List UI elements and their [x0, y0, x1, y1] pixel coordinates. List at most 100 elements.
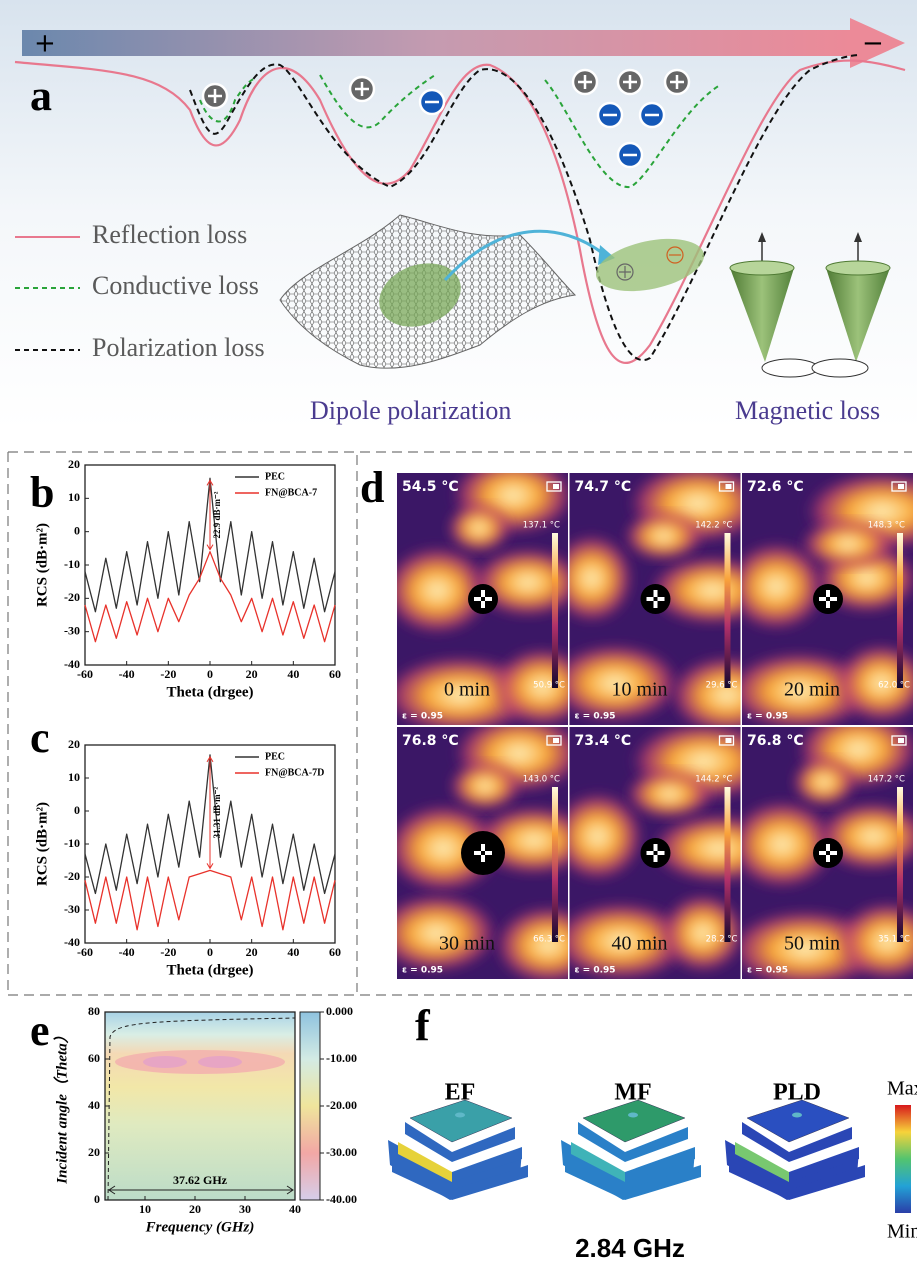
model-tier — [735, 1142, 789, 1182]
legend-samples — [15, 236, 80, 351]
frequency: 2.84 GHz — [575, 1233, 685, 1263]
panel-label: a — [30, 71, 52, 120]
heat-blob — [660, 893, 741, 974]
model-tier — [625, 1127, 688, 1162]
heat-blob — [792, 757, 857, 807]
colorbar-label: -40.00 — [326, 1192, 357, 1206]
heat-blob — [650, 813, 741, 884]
plus-sign: + — [34, 29, 56, 59]
spot-temperature: 72.6 °C — [747, 479, 804, 495]
legend-label: PEC — [265, 751, 285, 762]
y-tick-label: 0 — [74, 803, 80, 817]
panel-label: b — [30, 468, 54, 517]
emissivity: ε = 0.95 — [575, 712, 616, 722]
colorbar — [895, 1105, 911, 1213]
min-temperature: 62.0 °C — [878, 681, 910, 691]
panel-label: f — [415, 1001, 431, 1050]
model-top — [746, 1099, 850, 1143]
heat-blob — [835, 643, 913, 724]
model-tier — [789, 1147, 859, 1182]
y-tick-label: -40 — [64, 657, 80, 671]
x-tick-label: 60 — [329, 667, 341, 681]
crosshair-center — [826, 851, 830, 855]
battery-icon — [718, 735, 735, 746]
emissivity: ε = 0.95 — [402, 966, 443, 976]
charges — [201, 68, 691, 169]
temperature-bar — [897, 787, 903, 942]
contour-band — [143, 1056, 187, 1068]
battery-level — [898, 484, 904, 489]
temperature-bar — [724, 533, 731, 688]
reflection-curve — [14, 59, 906, 364]
separators — [7, 451, 912, 996]
battery-level — [553, 738, 559, 743]
legend-label: Reflection loss — [92, 220, 247, 249]
x-tick-label: 20 — [189, 1202, 201, 1216]
minus-sign: − — [862, 29, 884, 59]
heat-blob — [742, 541, 827, 632]
max-temperature: 144.2 °C — [695, 775, 732, 785]
heat-blob — [447, 503, 512, 553]
field-label: PLD — [773, 1080, 821, 1106]
x-tick-label: -60 — [77, 667, 93, 681]
x-axis-label: Theta (drgee) — [166, 684, 253, 700]
arrow-head — [850, 18, 905, 68]
max-temperature: 147.2 °C — [868, 775, 905, 785]
x-tick-label: 60 — [329, 945, 341, 959]
graphene-sheet — [279, 214, 705, 369]
crosshair-center — [481, 851, 485, 855]
span-arrow-heads — [108, 1185, 294, 1195]
min-temperature: 28.2 °C — [706, 935, 738, 945]
x-tick-label: 30 — [239, 1202, 251, 1216]
y-axis-label: RCS (dB·m²) — [34, 523, 50, 607]
annotation: 31.31 dB·m⁻² — [212, 787, 222, 839]
elapsed-time: 20 min — [784, 679, 840, 701]
crosshair-center — [481, 597, 485, 601]
model-tier — [742, 1122, 789, 1162]
series-line — [84, 869, 336, 931]
spot-temperature: 73.4 °C — [575, 733, 632, 749]
heat-blob — [668, 655, 741, 725]
y-tick-label: -10 — [64, 557, 80, 571]
y-tick-label: 20 — [88, 1145, 100, 1159]
model-tier — [789, 1127, 852, 1162]
model-tier — [571, 1142, 625, 1182]
difference-arrow-heads — [206, 755, 214, 870]
x-tick-label: 0 — [207, 945, 213, 959]
heat-blob — [569, 533, 634, 624]
temperature-bar — [724, 787, 731, 942]
heat-blob — [625, 769, 714, 819]
series-line — [84, 551, 336, 643]
model-tier — [578, 1122, 625, 1162]
battery-level — [725, 484, 732, 489]
colorbar — [299, 1011, 321, 1201]
legend-label: Polarization loss — [92, 333, 265, 362]
min-temperature: 29.6 °C — [706, 681, 738, 691]
x-tick-label: 10 — [139, 1202, 151, 1216]
panel-label: c — [30, 713, 50, 762]
polarization-curve — [189, 54, 861, 361]
temperature-bar — [552, 533, 558, 688]
battery-icon — [546, 481, 562, 492]
thermal-tile: 76.8 °C 143.0 °C 66.3 °C 30 min ε = 0.95 — [397, 727, 568, 979]
y-tick-label: 10 — [68, 490, 80, 504]
model-tier — [398, 1142, 452, 1182]
magnetic-cones — [729, 232, 891, 378]
heat-blob — [397, 545, 492, 636]
crosshair-center — [653, 851, 658, 855]
model-tier — [452, 1165, 528, 1200]
crosshair-center — [826, 597, 830, 601]
emissivity: ε = 0.95 — [575, 966, 616, 976]
thermal-tile: 73.4 °C 144.2 °C 28.2 °C 40 min ε = 0.95 — [569, 727, 741, 979]
x-tick-label: -60 — [77, 945, 93, 959]
x-tick-label: 20 — [246, 667, 258, 681]
model-top — [582, 1099, 686, 1143]
model-tier — [625, 1147, 695, 1182]
elapsed-time: 0 min — [444, 679, 490, 701]
field-models — [388, 1099, 865, 1200]
elapsed-time: 40 min — [611, 933, 667, 955]
battery-icon — [718, 481, 735, 492]
thermal-tile: 76.8 °C 147.2 °C 35.1 °C 50 min ε = 0.95 — [742, 727, 913, 979]
model-tier — [452, 1147, 522, 1182]
heat-blob — [492, 647, 568, 725]
